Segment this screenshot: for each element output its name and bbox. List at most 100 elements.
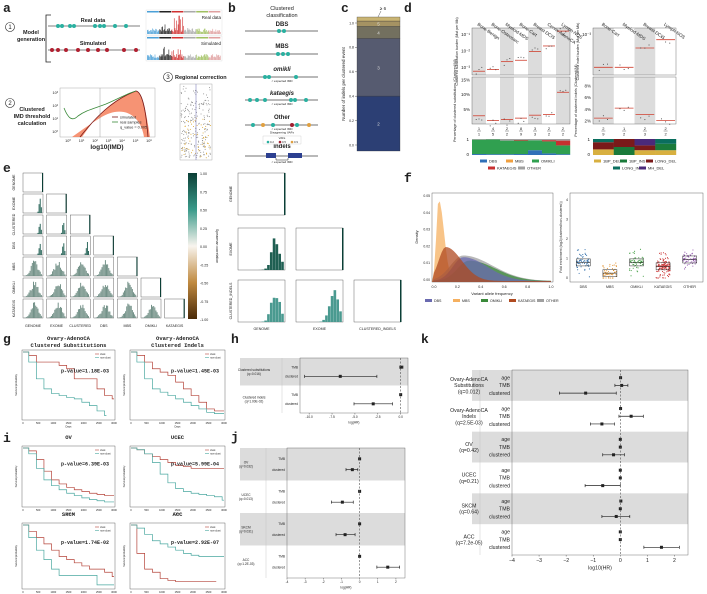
scatter-point <box>184 126 186 128</box>
spectrum-bar <box>174 57 176 60</box>
histogram-bar <box>84 311 86 318</box>
spectrum-bar <box>207 30 209 34</box>
scatter-point <box>201 103 203 105</box>
scatter-point <box>182 109 184 111</box>
segment-label: 2 <box>377 122 380 127</box>
spectrum-title: Real data <box>202 15 222 20</box>
covariate-label: clustered <box>489 391 510 397</box>
sample-point <box>609 263 611 265</box>
histogram-bar <box>31 308 33 318</box>
sample-fraction-numerator: 1 <box>478 126 481 131</box>
sample-point <box>668 268 670 270</box>
sample-point <box>658 261 660 263</box>
sample-point <box>615 271 617 273</box>
stacked-segment <box>634 139 656 146</box>
spectrum-bar <box>153 56 154 60</box>
class-label-other: Other <box>274 115 291 121</box>
sample-point <box>615 262 617 264</box>
x-tick-label: -7.5 <box>329 415 335 419</box>
y-tick-label: 10⁻³ <box>461 65 470 70</box>
sample-point <box>693 257 695 259</box>
histogram-bar <box>278 253 281 270</box>
scatter-point <box>199 154 201 156</box>
y-axis-label: Survival probability <box>122 465 126 487</box>
scatter-point <box>196 111 198 113</box>
group-label: Clustered substitutions <box>238 368 271 372</box>
x-tick-label: OTHER <box>683 285 696 289</box>
stacked-segment <box>542 153 557 155</box>
spectrum-bar <box>213 56 214 60</box>
sample-point <box>629 261 631 263</box>
y-axis-label: Density <box>414 230 419 243</box>
spectrum-bar <box>173 55 175 60</box>
spectrum-bar <box>201 56 203 60</box>
histogram-bar <box>109 311 111 318</box>
correlation-cell <box>46 277 67 298</box>
spectrum-bar <box>153 29 154 34</box>
row-label: CLUSTERED <box>12 213 16 235</box>
sample-fraction-numerator: 2 <box>548 126 551 131</box>
histogram-bar <box>50 315 52 318</box>
sample-point <box>659 276 661 278</box>
x-axis-label: log10(HR) <box>588 565 612 571</box>
scatter-point <box>192 118 194 120</box>
sample-point <box>578 263 580 265</box>
percentage-plot-frame <box>592 76 677 125</box>
mutation-dot <box>281 52 285 56</box>
histogram-bar <box>59 284 61 297</box>
stacked-segment <box>472 139 487 155</box>
histogram-bar <box>82 264 84 276</box>
group-band <box>472 28 486 75</box>
sample-fraction-numerator: 2 <box>665 126 668 131</box>
legend-swatch <box>646 159 653 163</box>
group-label: UCEC <box>462 473 477 479</box>
spectrum-bar <box>179 15 180 34</box>
sample-point <box>548 45 550 47</box>
histogram-bar <box>104 308 106 318</box>
covariate-label: TMB <box>499 445 510 451</box>
sample-fraction-numerator: 2 <box>562 126 565 131</box>
histogram-bar <box>110 293 112 297</box>
scatter-point <box>200 151 202 153</box>
segment-label: 3 <box>377 65 380 70</box>
indel-block <box>266 153 276 158</box>
x-tick-label: 500 <box>144 508 149 512</box>
histogram-bar <box>27 316 29 318</box>
spectrum-bar <box>188 28 190 34</box>
covariate-label: age <box>501 499 510 505</box>
column-label: CLUSTERED <box>69 324 91 328</box>
legend-swatch <box>506 159 513 163</box>
group-label: (q=0.032) <box>239 464 253 468</box>
histogram-bar <box>28 292 30 297</box>
scatter-point <box>208 87 210 89</box>
histogram-bar <box>102 306 104 318</box>
scatter-point <box>183 134 185 136</box>
sample-point <box>495 69 497 71</box>
histogram-bar <box>74 316 76 318</box>
spectrum-bar <box>196 54 197 60</box>
x-tick-label: 1500 <box>66 508 72 512</box>
x-tick-label: -1 <box>340 580 343 584</box>
mutation-dot <box>276 52 280 56</box>
sample-point <box>642 257 644 259</box>
scatter-point <box>202 151 204 153</box>
scatter-point <box>188 138 190 140</box>
x-tick-label: −3 <box>536 558 542 564</box>
scatter-point <box>183 120 185 122</box>
hazard-ratio-point <box>618 468 622 472</box>
legend-swatch <box>532 159 539 163</box>
y-axis-label: Fold enrichment (log2(clustered/non-clus… <box>559 201 563 272</box>
panel-label-j: j <box>231 430 239 445</box>
sample-point <box>691 252 693 254</box>
step-number: 3 <box>166 75 170 81</box>
step-label: Model <box>23 30 39 36</box>
stacked-segment <box>356 38 401 97</box>
histogram-bar <box>97 296 98 297</box>
legend-swatch <box>425 299 432 302</box>
histogram-bar <box>85 248 87 255</box>
spectrum-class-bar <box>147 37 159 39</box>
spectrum-bar <box>206 30 207 34</box>
y-tick-label: 10⁰ <box>52 130 58 134</box>
mutation-dot <box>289 98 293 102</box>
histogram-bar <box>95 275 97 276</box>
